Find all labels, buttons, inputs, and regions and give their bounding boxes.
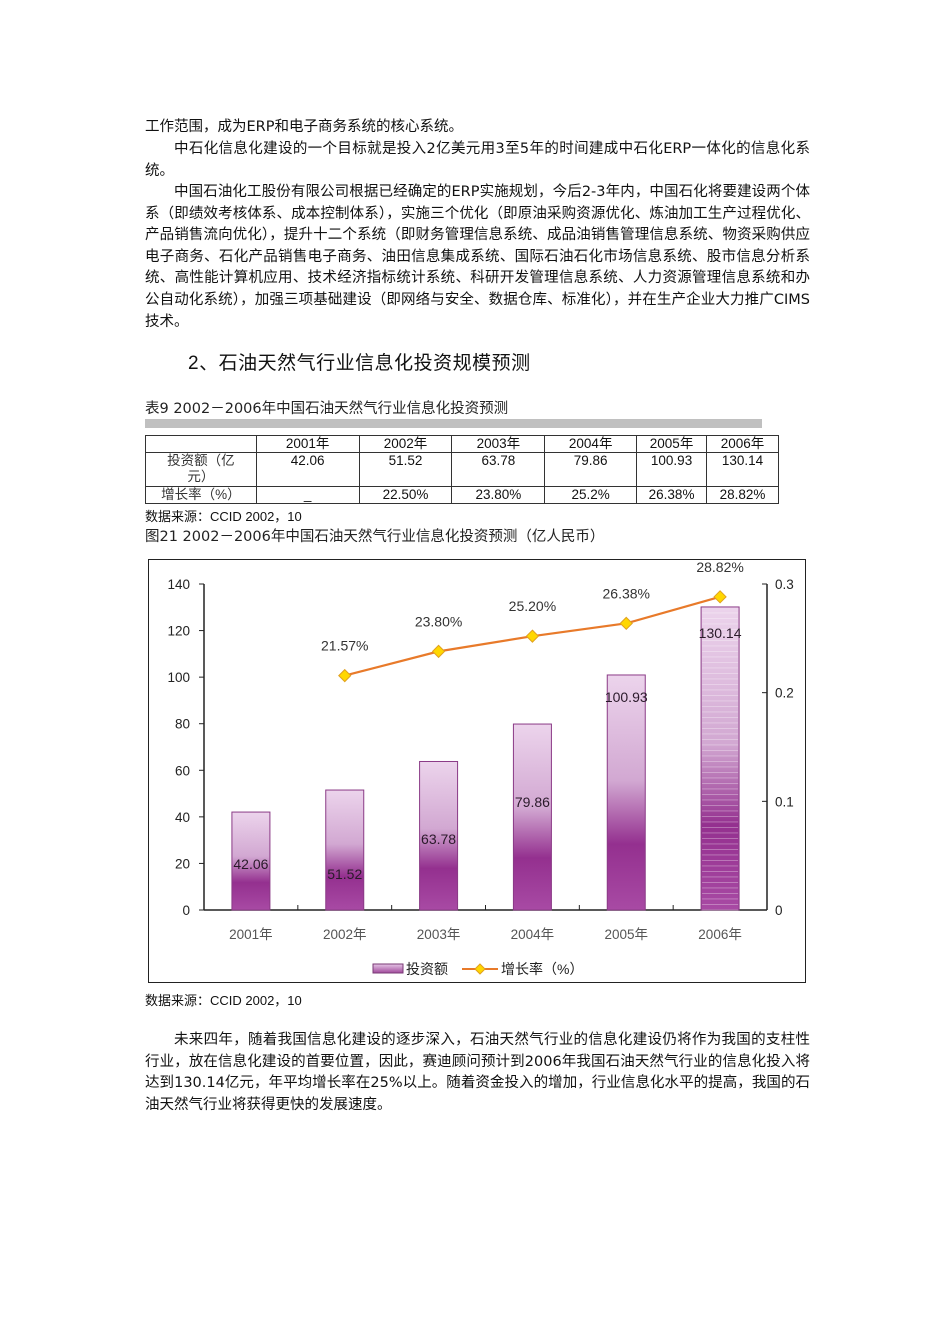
- bar: [419, 760, 459, 911]
- table-cell: 23.80%: [451, 486, 546, 504]
- left-tick-label: 40: [175, 810, 190, 825]
- header-cell: [145, 435, 257, 453]
- legend-label-growth: 增长率（%）: [501, 961, 583, 977]
- line-value-label: 25.20%: [509, 598, 556, 614]
- header-cell: 2001年: [255, 435, 360, 453]
- header-cell: 2004年: [544, 435, 638, 453]
- paragraph-3: 中国石油化工股份有限公司根据已经确定的ERP实施规划，今后2-3年内，中国石化将…: [145, 184, 810, 330]
- row-label-line2: 元）: [187, 469, 215, 484]
- bar-series: 42.06 51.52 63.78 79.86 100.93 130.14: [231, 606, 742, 911]
- bar-value-label: 63.78: [421, 831, 456, 847]
- bar: [325, 789, 365, 911]
- x-tick-label: 2006年: [698, 927, 742, 942]
- x-tick-label: 2002年: [323, 927, 367, 942]
- header-cell: 2005年: [636, 435, 708, 453]
- line-value-label: 26.38%: [603, 585, 650, 601]
- row-label-line1: 投资额（亿: [167, 453, 235, 468]
- legend-label-investment: 投资额: [406, 961, 448, 977]
- right-tick-label: 0.3: [775, 577, 794, 592]
- right-tick-label: 0.2: [775, 686, 794, 701]
- x-tick-label: 2003年: [417, 927, 461, 942]
- bar-value-label: 130.14: [699, 625, 742, 641]
- paragraph-1: 工作范围，成为ERP和电子商务系统的核心系统。: [145, 119, 463, 135]
- line-value-label: 23.80%: [415, 613, 462, 629]
- legend-line-swatch: [474, 963, 486, 975]
- header-cell: 2003年: [451, 435, 546, 453]
- x-tick-label: 2004年: [511, 927, 555, 942]
- left-tick-label: 0: [182, 903, 190, 918]
- header-cell: 2006年: [706, 435, 779, 453]
- diamond-marker: [431, 644, 446, 659]
- diamond-marker: [713, 590, 727, 604]
- table-cell: 25.2%: [544, 486, 638, 504]
- table-source: 数据来源：CCID 2002，10: [145, 509, 302, 524]
- x-tick-label: 2005年: [604, 927, 648, 942]
- bar-value-label: 100.93: [605, 689, 648, 705]
- line-series: 21.57% 23.80% 25.20% 26.38% 28.82%: [321, 559, 744, 683]
- table-cell: 22.50%: [358, 486, 453, 504]
- row-label: 增长率（%）: [145, 486, 257, 504]
- diamond-marker: [338, 668, 352, 683]
- chart-axes: 0 20 40 60 80 100 120 140 0 0.1 0.2 0.3 2001年 2002年 20…: [167, 577, 793, 942]
- investment-table: 2001年 2002年 2003年 2004年 2005年 2006年 投资额（…: [145, 435, 779, 504]
- left-tick-label: 60: [175, 763, 190, 778]
- legend-bar-swatch: [372, 963, 404, 974]
- bar: [231, 811, 271, 911]
- bar-value-label: 79.86: [515, 794, 550, 810]
- table-cell: 130.14: [706, 452, 779, 487]
- right-tick-label: 0: [775, 903, 783, 918]
- combo-chart: 0 20 40 60 80 100 120 140 0 0.1 0.2 0.3 2001年 2002年 20…: [167, 559, 793, 977]
- left-tick-label: 100: [167, 670, 190, 685]
- table-row: 投资额（亿 元） 42.06 51.52 63.78 79.86 100.93 1…: [145, 452, 779, 487]
- row-label: 投资额（亿 元）: [145, 452, 257, 487]
- table-cell: 26.38%: [636, 486, 708, 504]
- table-caption: 表9 2002－2006年中国石油天然气行业信息化投资预测: [145, 401, 509, 417]
- bar: [512, 723, 552, 911]
- paragraph-2: 中石化信息化建设的一个目标就是投入2亿美元用3至5年的时间建成中石化ERP一体化…: [145, 141, 810, 179]
- right-tick-label: 0.1: [775, 794, 794, 809]
- section-heading: 2、石油天然气行业信息化投资规模预测: [188, 353, 531, 374]
- table-cell: 42.06: [255, 452, 360, 487]
- line-value-label: 21.57%: [321, 638, 368, 654]
- bar-value-label: 42.06: [233, 856, 268, 872]
- header-cell: 2002年: [358, 435, 453, 453]
- figure-source: 数据来源：CCID 2002，10: [145, 993, 302, 1008]
- chart-frame: 0 20 40 60 80 100 120 140 0 0.1 0.2 0.3 2001年 2002年 20…: [148, 559, 806, 983]
- line-value-label: 28.82%: [696, 560, 743, 575]
- paragraph-4: 未来四年，随着我国信息化建设的逐步深入，石油天然气行业的信息化建设仍将作为我国的…: [145, 1032, 810, 1113]
- x-tick-label: 2001年: [229, 927, 273, 942]
- bar: [606, 674, 646, 911]
- caption-divider: [145, 419, 762, 428]
- table-cell: 51.52: [358, 452, 453, 487]
- table-row: 增长率（%） _ 22.50% 23.80% 25.2% 26.38% 28.8…: [145, 486, 779, 504]
- table-header-row: 2001年 2002年 2003年 2004年 2005年 2006年: [145, 435, 779, 453]
- left-tick-label: 80: [175, 717, 190, 732]
- diamond-marker: [525, 629, 540, 643]
- left-tick-label: 20: [175, 856, 190, 871]
- diamond-marker: [619, 616, 633, 631]
- bar-value-label: 51.52: [327, 866, 362, 882]
- figure-caption: 图21 2002－2006年中国石油天然气行业信息化投资预测（亿人民币）: [145, 529, 605, 545]
- table-cell: 100.93: [636, 452, 708, 487]
- left-tick-label: 140: [167, 577, 190, 592]
- chart-legend: 投资额 增长率（%）: [372, 961, 583, 977]
- table-cell: 79.86: [544, 452, 638, 487]
- table-cell: 63.78: [451, 452, 546, 487]
- bar: [700, 606, 740, 911]
- table-cell: 28.82%: [706, 486, 779, 504]
- left-tick-label: 120: [167, 624, 190, 639]
- table-cell: _: [255, 486, 360, 504]
